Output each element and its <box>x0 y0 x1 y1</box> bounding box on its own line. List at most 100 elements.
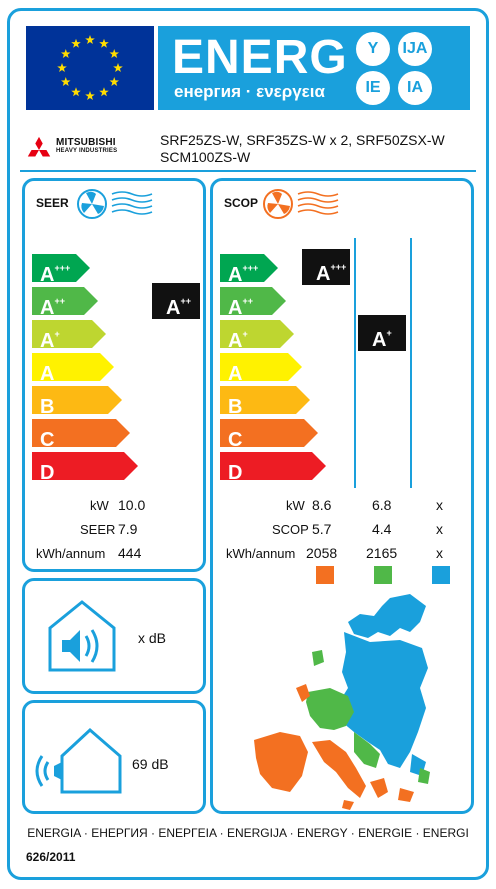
eu-star-icon <box>61 49 71 58</box>
eu-star-icon <box>71 87 81 97</box>
cooling-class-letter: A <box>40 297 55 319</box>
heating-class-letter: B <box>228 396 243 418</box>
eu-star-icon <box>85 91 95 100</box>
heating-class-sup: + <box>242 329 248 339</box>
cooling-class-letter: A <box>40 264 55 286</box>
heating-warm-rating-letter: A <box>316 263 331 285</box>
heating-row-label-kw: kW <box>286 498 305 513</box>
scop-label: SCOP <box>224 196 259 210</box>
energy-header: ENERG енергия · ενεργεια Y IJA IE IA <box>158 26 470 110</box>
cooling-class-arrow: A++ <box>32 287 98 315</box>
outdoor-noise-panel <box>22 700 206 814</box>
heating-class-arrow: D <box>220 452 326 480</box>
cooling-row-label-kw: kW <box>90 498 109 513</box>
eu-stars-icon <box>57 35 123 100</box>
heating-panel <box>210 178 474 814</box>
lang-suffix-ie: IE <box>356 71 390 105</box>
eu-star-icon <box>113 63 123 72</box>
zone-warm-swatch <box>316 566 334 584</box>
cooling-row-label-seer: SEER <box>80 522 116 537</box>
header-separator <box>20 170 476 172</box>
energy-word: ENERG <box>172 31 348 84</box>
eu-star-icon <box>57 63 67 72</box>
eu-star-icon <box>61 77 71 86</box>
model-line-2: SCM100ZS-W <box>160 149 251 165</box>
heating-average-rating-sup: + <box>386 328 392 338</box>
heating-class-letter: A <box>228 297 243 319</box>
heating-class-letter: A <box>228 330 243 352</box>
brand-name: MITSUBISHI HEAVY INDUSTRIES <box>56 138 117 156</box>
cooling-rating-sup: ++ <box>180 296 191 306</box>
energy-subtitle: енергия · ενεργεια <box>174 82 325 101</box>
average-zone-region <box>306 650 430 784</box>
heating-class-sup: +++ <box>242 263 259 273</box>
brand-name-line1: MITSUBISHI <box>56 137 116 148</box>
indoor-noise-icon <box>48 600 116 672</box>
heating-row-label-scop: SCOP <box>272 522 309 537</box>
heating-annum-cold: x <box>436 545 443 561</box>
cooling-class-letter: A <box>40 330 55 352</box>
lang-suffix-ija: IJA <box>398 32 432 66</box>
heating-average-rating-indicator: A+ <box>358 315 406 351</box>
heating-class-letter: A <box>228 363 243 385</box>
eu-flag <box>26 26 154 110</box>
heating-class-arrow: A <box>220 353 302 381</box>
model-line-1: SRF25ZS-W, SRF35ZS-W x 2, SRF50ZSX-W <box>160 132 445 148</box>
fan-heating-icon <box>263 189 339 219</box>
cooling-rating-indicator: A++ <box>152 283 200 319</box>
heating-warm-rating-sup: +++ <box>330 262 347 272</box>
cooling-value-seer: 7.9 <box>118 521 138 537</box>
model-names: SRF25ZS-W, SRF35ZS-W x 2, SRF50ZSX-W SCM… <box>160 132 445 166</box>
cooling-class-sup: +++ <box>54 263 71 273</box>
fan-cooling-icon <box>77 189 153 219</box>
lang-suffix-ia: IA <box>398 71 432 105</box>
cooling-class-arrow: C <box>32 419 130 447</box>
heating-scop-warm: 5.7 <box>312 521 332 537</box>
lang-suffix-y: Y <box>356 32 390 66</box>
heating-class-arrow: A+ <box>220 320 294 348</box>
cooling-class-letter: A <box>40 363 55 385</box>
heating-scop-cold: x <box>436 521 443 537</box>
heating-annum-warm: 2058 <box>306 545 338 561</box>
column-divider-2 <box>410 238 412 488</box>
cooling-class-letter: C <box>40 429 55 451</box>
footer-languages: ENERGIA · ЕНЕРГИЯ · ΕΝΕΡΓΕΙΑ · ENERGIJA … <box>27 826 469 840</box>
heating-class-letter: A <box>228 264 243 286</box>
cooling-class-arrow: B <box>32 386 122 414</box>
heating-kw-cold: x <box>436 497 443 513</box>
label-frame <box>7 8 489 880</box>
cooling-row-label-annum: kWh/annum <box>36 546 106 561</box>
indoor-noise-value: x dB <box>138 630 167 646</box>
cooling-class-arrow: A+ <box>32 320 106 348</box>
heating-class-arrow: A++ <box>220 287 286 315</box>
eu-star-icon <box>71 38 81 48</box>
indoor-noise-panel <box>22 578 206 694</box>
seer-label: SEER <box>36 196 69 210</box>
cooling-class-sup: ++ <box>54 296 65 306</box>
heating-scop-average: 4.4 <box>372 521 392 537</box>
heating-average-rating-letter: A <box>372 329 387 351</box>
cooling-value-kw: 10.0 <box>118 497 146 513</box>
europe-climate-map <box>254 594 430 810</box>
cooling-class-arrow: A <box>32 353 114 381</box>
heating-annum-average: 2165 <box>366 545 398 561</box>
regulation-number: 626/2011 <box>26 850 76 864</box>
zone-average-swatch <box>374 566 392 584</box>
cooling-class-arrow: A+++ <box>32 254 90 282</box>
brand-name-line2: HEAVY INDUSTRIES <box>56 148 118 154</box>
heating-class-sup: ++ <box>242 296 253 306</box>
outdoor-noise-value: 69 dB <box>132 756 169 772</box>
eu-star-icon <box>99 38 109 48</box>
heating-class-arrow: B <box>220 386 310 414</box>
cooling-class-letter: D <box>40 462 55 484</box>
cooling-value-annum: 444 <box>118 545 142 561</box>
cooling-rating-letter: A <box>166 297 181 319</box>
mitsubishi-logo-icon <box>27 136 51 157</box>
eu-star-icon <box>99 87 109 97</box>
cooling-class-arrow: D <box>32 452 138 480</box>
cooling-panel <box>22 178 206 572</box>
cooling-class-letter: B <box>40 396 55 418</box>
heating-warm-rating-indicator: A+++ <box>302 249 350 285</box>
cooling-class-sup: + <box>54 329 60 339</box>
heating-class-letter: C <box>228 429 243 451</box>
